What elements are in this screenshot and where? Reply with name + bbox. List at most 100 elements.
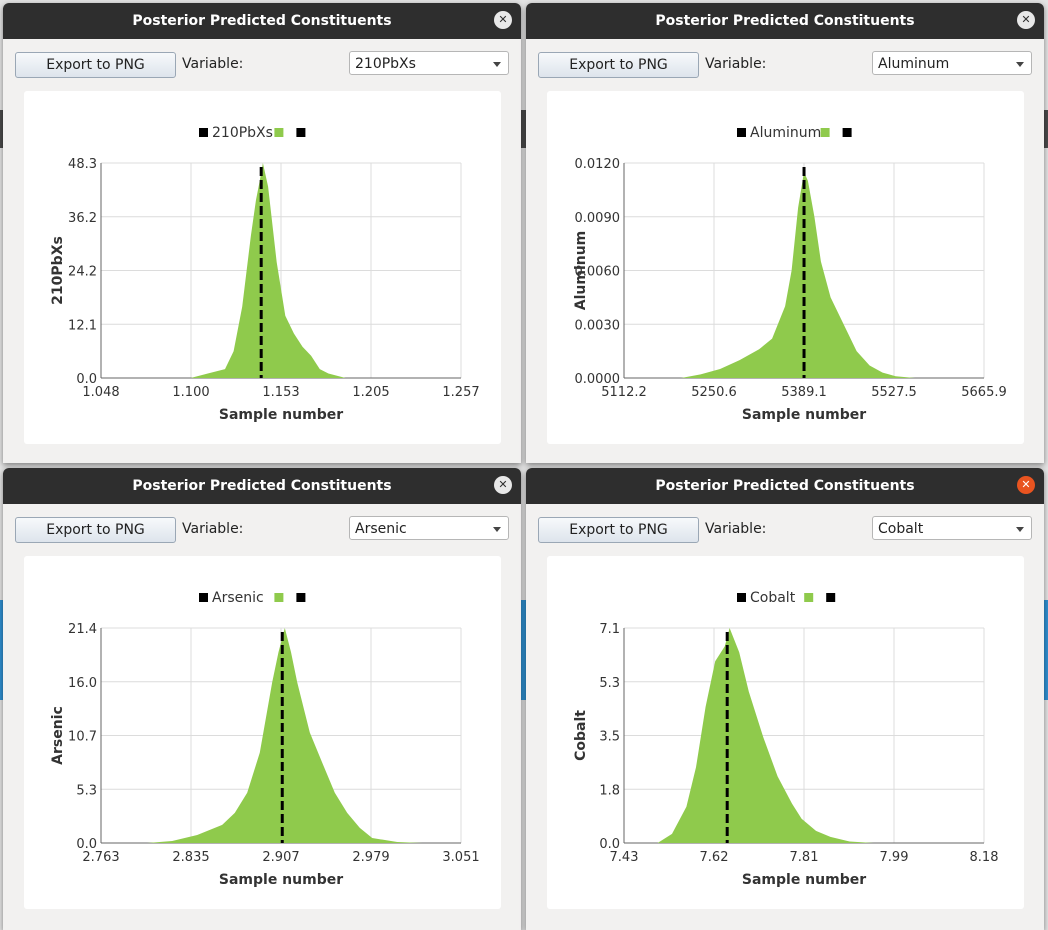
x-axis-label: Sample number	[219, 407, 343, 423]
legend-marker	[804, 593, 814, 602]
legend-marker	[274, 128, 284, 137]
y-tick-label: 5.3	[599, 676, 620, 691]
chart-legend: Aluminum	[737, 125, 852, 141]
legend-marker	[296, 593, 306, 602]
chart-legend: Arsenic	[199, 590, 306, 606]
y-axis-label: Arsenic	[50, 706, 66, 765]
close-button[interactable]: ✕	[1017, 11, 1035, 29]
histogram-series	[101, 163, 461, 378]
y-tick-label: 0.0030	[575, 318, 621, 333]
legend-marker	[826, 593, 836, 602]
close-button[interactable]: ✕	[1017, 476, 1035, 494]
constituents-window: Posterior Predicted Constituents ✕ Export …	[526, 3, 1044, 463]
legend-marker	[296, 128, 306, 137]
variable-select-value: Cobalt	[878, 521, 924, 537]
x-tick-label: 7.81	[790, 850, 819, 865]
variable-label: Variable:	[182, 56, 244, 72]
title-bar[interactable]: Posterior Predicted Constituents ✕	[526, 468, 1044, 504]
x-tick-label: 2.907	[262, 850, 299, 865]
x-tick-label: 1.153	[262, 385, 299, 400]
y-tick-label: 0.0	[76, 372, 97, 387]
plot-area: 0.0 12.1 24.2 36.2 48.3 1.048 1.100 1.153 1.205 1…	[24, 91, 501, 444]
variable-select[interactable]: 210PbXs	[349, 51, 509, 75]
title-bar[interactable]: Posterior Predicted Constituents ✕	[3, 468, 521, 504]
chevron-down-icon	[493, 62, 501, 67]
legend-marker	[842, 128, 852, 137]
title-bar[interactable]: Posterior Predicted Constituents ✕	[526, 3, 1044, 39]
x-tick-label: 7.62	[700, 850, 729, 865]
x-tick-label: 5665.9	[961, 385, 1007, 400]
x-tick-label: 5527.5	[871, 385, 917, 400]
legend-marker	[199, 593, 208, 602]
variable-select[interactable]: Arsenic	[349, 516, 509, 540]
variable-select-value: Arsenic	[355, 521, 407, 537]
chevron-down-icon	[1016, 62, 1024, 67]
x-tick-label: 5250.6	[691, 385, 737, 400]
histogram-chart: 0.0 5.3 10.7 16.0 21.4 2.763 2.835 2.907 2.979 3.…	[50, 590, 480, 888]
y-tick-label: 21.4	[68, 622, 97, 637]
y-tick-label: 12.1	[68, 318, 97, 333]
x-tick-label: 1.205	[352, 385, 389, 400]
legend-marker	[274, 593, 284, 602]
legend-label: Cobalt	[750, 590, 796, 606]
y-axis-label: Aluminum	[573, 231, 589, 311]
close-icon: ✕	[1021, 478, 1031, 491]
x-tick-label: 8.18	[970, 850, 999, 865]
chart-legend: Cobalt	[737, 590, 836, 606]
histogram-series	[624, 628, 984, 843]
export-png-button[interactable]: Export to PNG	[538, 52, 699, 78]
window-title: Posterior Predicted Constituents	[132, 13, 392, 29]
x-tick-label: 3.051	[442, 850, 479, 865]
x-tick-label: 5389.1	[781, 385, 827, 400]
close-button[interactable]: ✕	[494, 11, 512, 29]
window-title: Posterior Predicted Constituents	[655, 478, 915, 494]
y-tick-label: 10.7	[68, 730, 97, 745]
variable-label: Variable:	[705, 56, 767, 72]
histogram-chart: 0.0 1.8 3.5 5.3 7.1 7.43 7.62 7.81 7.99 8.18 Sampl…	[573, 590, 999, 888]
x-axis-label: Sample number	[742, 872, 866, 888]
legend-marker	[737, 128, 746, 137]
legend-marker	[199, 128, 208, 137]
x-tick-label: 2.979	[352, 850, 389, 865]
close-icon: ✕	[498, 478, 508, 491]
x-tick-label: 5112.2	[601, 385, 647, 400]
legend-label: Aluminum	[750, 125, 821, 141]
x-tick-label: 1.257	[442, 385, 479, 400]
close-button[interactable]: ✕	[494, 476, 512, 494]
variable-select[interactable]: Cobalt	[872, 516, 1032, 540]
window-title: Posterior Predicted Constituents	[655, 13, 915, 29]
close-icon: ✕	[498, 13, 508, 26]
x-axis-label: Sample number	[742, 407, 866, 423]
legend-label: Arsenic	[212, 590, 264, 606]
plot-area: 0.0000 0.0030 0.0060 0.0090 0.0120 5112.2 5250…	[547, 91, 1024, 444]
export-png-button[interactable]: Export to PNG	[15, 517, 176, 543]
y-tick-label: 0.0	[76, 837, 97, 852]
x-tick-label: 1.048	[82, 385, 119, 400]
x-tick-label: 2.763	[82, 850, 119, 865]
histogram-chart: 0.0000 0.0030 0.0060 0.0090 0.0120 5112.2 5250…	[573, 125, 1007, 423]
y-tick-label: 0.0090	[575, 211, 621, 226]
variable-select[interactable]: Aluminum	[872, 51, 1032, 75]
title-bar[interactable]: Posterior Predicted Constituents ✕	[3, 3, 521, 39]
x-tick-label: 7.43	[610, 850, 639, 865]
export-png-button[interactable]: Export to PNG	[538, 517, 699, 543]
y-tick-label: 3.5	[599, 730, 620, 745]
chart-legend: 210PbXs	[199, 125, 306, 141]
y-tick-label: 36.2	[68, 211, 97, 226]
histogram-series	[101, 628, 461, 843]
export-png-button[interactable]: Export to PNG	[15, 52, 176, 78]
y-tick-label: 24.2	[68, 265, 97, 280]
chevron-down-icon	[1016, 527, 1024, 532]
variable-label: Variable:	[182, 521, 244, 537]
y-tick-label: 0.0000	[575, 372, 621, 387]
constituents-window: Posterior Predicted Constituents ✕ Export …	[3, 3, 521, 463]
plot-area: 0.0 1.8 3.5 5.3 7.1 7.43 7.62 7.81 7.99 8.18 Sampl…	[547, 556, 1024, 909]
variable-select-value: 210PbXs	[355, 56, 416, 72]
y-tick-label: 0.0120	[575, 157, 621, 172]
y-axis-label: Cobalt	[573, 710, 589, 761]
plot-area: 0.0 5.3 10.7 16.0 21.4 2.763 2.835 2.907 2.979 3.…	[24, 556, 501, 909]
y-tick-label: 48.3	[68, 157, 97, 172]
constituents-window: Posterior Predicted Constituents ✕ Export …	[3, 468, 521, 930]
y-tick-label: 16.0	[68, 676, 97, 691]
x-axis-label: Sample number	[219, 872, 343, 888]
